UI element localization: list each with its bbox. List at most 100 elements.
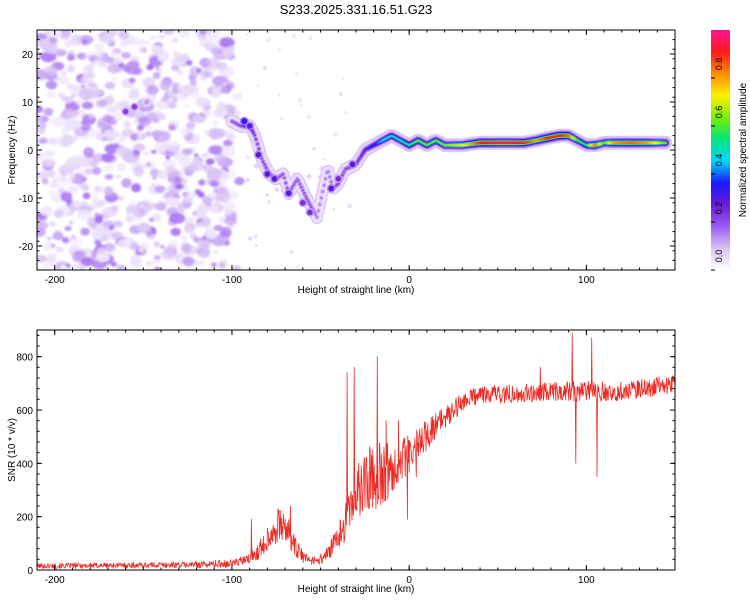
spectral-peak-0 — [240, 116, 249, 126]
ridge-sample — [307, 200, 310, 204]
spectral-peak-11 — [130, 102, 139, 112]
noise-speckle — [153, 241, 161, 248]
noise-speckle — [49, 221, 57, 227]
noise-speckle — [64, 226, 72, 231]
noise-speckle — [106, 104, 117, 115]
noise-speckle — [231, 265, 242, 270]
noise-speckle — [188, 165, 198, 173]
noise-speckle — [95, 133, 105, 141]
noise-speckle — [154, 185, 166, 194]
sparse-speckle — [308, 36, 313, 41]
ridge-sample — [264, 166, 268, 169]
spectral-peak-9 — [334, 174, 343, 184]
noise-speckle — [76, 52, 87, 60]
noise-speckle — [112, 77, 117, 82]
noise-speckle — [117, 238, 133, 248]
noise-speckle — [58, 92, 65, 98]
noise-speckle — [171, 64, 180, 72]
noise-speckle — [42, 242, 54, 251]
sparse-speckle — [254, 244, 258, 247]
noise-speckle — [46, 91, 56, 99]
noise-speckle — [37, 151, 45, 159]
sparse-speckle — [265, 193, 269, 197]
noise-speckle — [63, 171, 76, 182]
noise-speckle — [67, 135, 79, 143]
ridge-sample — [293, 182, 296, 186]
colorbar-tick-label: 0.6 — [714, 106, 724, 119]
noise-speckle — [193, 115, 205, 124]
ridge-sample — [261, 160, 265, 164]
snr-xtick-label: -100 — [222, 575, 242, 586]
noise-speckle — [206, 168, 223, 180]
noise-speckle — [135, 110, 146, 119]
noise-speckle — [103, 186, 114, 196]
noise-speckle — [165, 155, 171, 160]
noise-speckle — [162, 159, 176, 169]
noise-speckle — [222, 81, 228, 86]
ridge-sample — [303, 192, 306, 195]
noise-speckle — [82, 135, 89, 141]
noise-speckle — [82, 71, 95, 80]
noise-speckle — [146, 64, 154, 71]
ridge-sample — [297, 179, 300, 183]
noise-speckle — [160, 244, 165, 249]
noise-speckle — [151, 213, 162, 222]
noise-speckle — [120, 148, 134, 160]
spec-xtick-label: 100 — [578, 275, 595, 286]
ridge-sample — [362, 150, 365, 153]
noise-speckle — [179, 127, 190, 137]
ridge-sample — [361, 152, 364, 156]
noise-speckle — [40, 51, 57, 63]
noise-speckle — [80, 84, 86, 89]
spec-ytick-label: 10 — [22, 98, 34, 109]
noise-speckle — [95, 99, 109, 109]
noise-speckle — [186, 122, 195, 130]
noise-speckle — [93, 44, 105, 52]
noise-speckle — [97, 117, 113, 127]
noise-speckle — [39, 206, 53, 216]
sparse-speckle — [342, 77, 345, 81]
noise-speckle — [53, 209, 64, 218]
noise-speckle — [59, 30, 72, 38]
noise-speckle — [112, 261, 118, 267]
noise-speckle — [37, 221, 49, 230]
spec-xtick-label: 0 — [406, 275, 412, 286]
noise-speckle — [213, 121, 219, 126]
noise-speckle — [172, 38, 179, 43]
noise-speckle — [41, 178, 49, 185]
noise-speckle — [159, 80, 171, 91]
noise-speckle — [57, 74, 70, 86]
noise-speckle — [221, 84, 232, 94]
noise-speckle — [128, 77, 136, 84]
sparse-speckle — [322, 157, 326, 161]
noise-speckle — [82, 192, 91, 200]
noise-speckle — [115, 174, 122, 179]
noise-speckle — [198, 216, 211, 225]
noise-speckle — [196, 68, 202, 74]
noise-speckle — [234, 177, 245, 186]
ridge-sample — [301, 189, 304, 192]
noise-speckle — [207, 36, 221, 46]
noise-speckle — [113, 220, 124, 228]
noise-speckle — [49, 182, 59, 188]
noise-speckle — [223, 216, 238, 226]
noise-speckle — [221, 147, 228, 153]
ridge-sample — [341, 173, 344, 177]
spectral-peak-10 — [348, 160, 357, 169]
ridge-sample — [298, 182, 302, 186]
noise-speckle — [137, 222, 152, 234]
noise-speckle — [111, 231, 124, 240]
noise-speckle — [37, 227, 46, 237]
noise-speckle — [196, 222, 204, 228]
noise-speckle — [157, 53, 169, 62]
spec-ytick-label: -10 — [19, 194, 34, 205]
sparse-speckle — [306, 173, 312, 180]
colorbar-ticks: 0.0 0.2 0.4 0.6 0.8 — [711, 58, 724, 271]
noise-speckle — [216, 109, 223, 116]
noise-speckle — [91, 197, 100, 205]
noise-speckle — [197, 247, 211, 258]
ridge-sample — [304, 195, 307, 198]
noise-speckle — [37, 105, 43, 113]
